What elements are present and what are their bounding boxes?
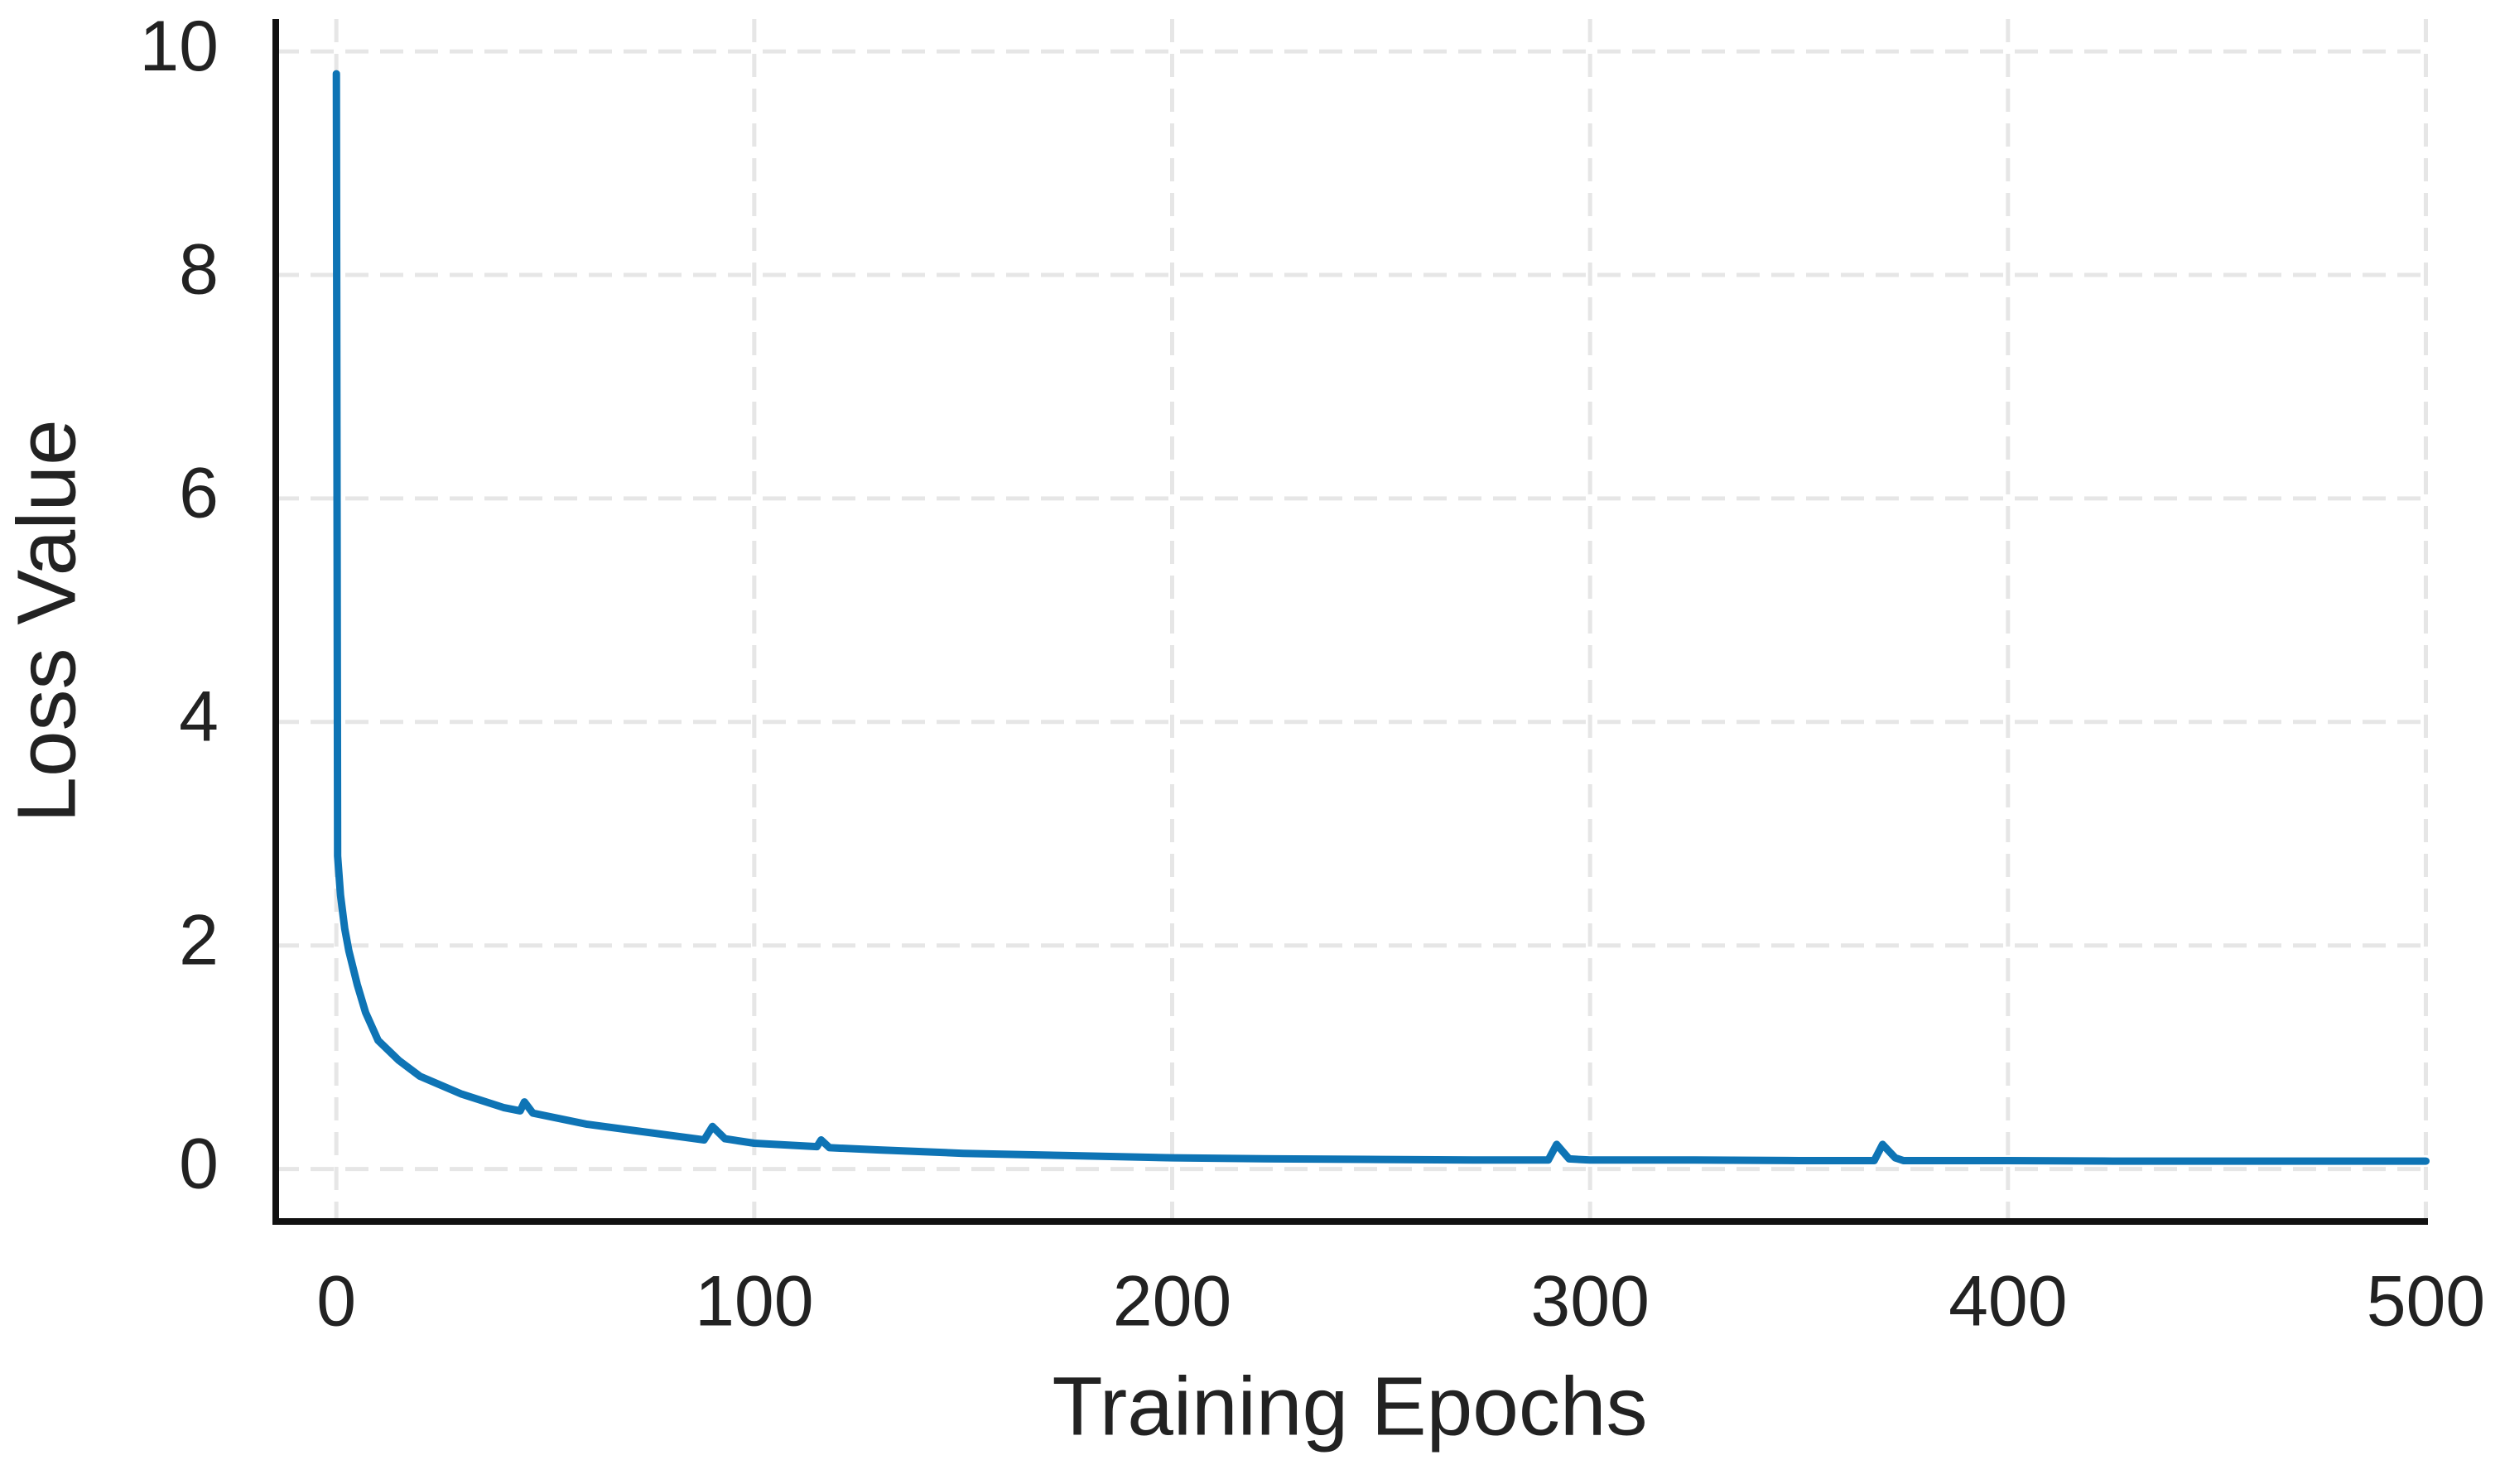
x-tick-label: 300 bbox=[1530, 1262, 1650, 1342]
y-tick-label: 4 bbox=[179, 677, 219, 757]
y-tick-label: 2 bbox=[179, 900, 219, 980]
y-tick-label: 8 bbox=[179, 230, 219, 310]
y-tick-label: 6 bbox=[179, 454, 219, 533]
x-tick-label: 400 bbox=[1948, 1262, 2068, 1342]
y-tick-label: 10 bbox=[139, 7, 219, 86]
x-tick-label: 100 bbox=[695, 1262, 814, 1342]
x-axis-title: Training Epochs bbox=[1053, 1360, 1648, 1453]
loss-line bbox=[332, 70, 2430, 1165]
y-tick-label: 0 bbox=[179, 1124, 219, 1203]
x-tick-label: 0 bbox=[316, 1262, 356, 1342]
x-tick-label: 200 bbox=[1113, 1262, 1232, 1342]
y-axis-title: Loss Value bbox=[0, 419, 93, 822]
x-tick-label: 500 bbox=[2367, 1262, 2486, 1342]
